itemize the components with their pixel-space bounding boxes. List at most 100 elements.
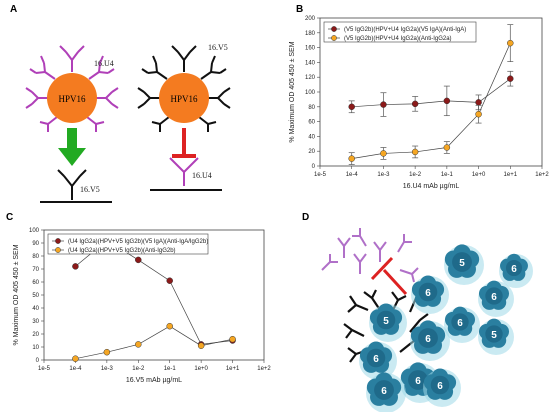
x-tick-label: 1e-1 [164,366,177,372]
data-point [166,322,173,330]
capsomer: 5 [444,244,484,285]
x-tick-label: 1e-2 [132,366,145,372]
data-point [507,39,514,47]
x-tick-label: 1e+2 [257,366,271,372]
y-tick-label: 140 [305,60,316,66]
capsomer: 5 [369,303,407,342]
capsomer-number: 6 [491,292,497,303]
capsomer-number: 6 [511,264,517,275]
y-tick-label: 100 [29,228,40,234]
capsomer-core [430,375,450,395]
y-tick-label: 80 [308,105,315,111]
u4-antibody-blocked-icon [150,157,222,191]
legend-label: (U4 IgG2a)(HPV+V5 IgG2b)(V5 IgA)(Anti-Ig… [68,239,208,245]
panel-a-label: A [10,4,17,15]
capsomer-core [418,282,438,302]
y-tick-label: 20 [308,149,315,155]
capsomer-core [366,348,386,368]
capsomer-core [452,252,472,272]
series-line [75,239,233,345]
x-tick-label: 1e-5 [38,366,51,372]
capsomer-core [485,325,503,343]
y-tick-label: 40 [308,134,315,140]
y-tick-label: 200 [305,16,316,22]
y-axis-label: % Maximum OD 405 450 ± SEM [289,41,296,142]
capsomer-core [408,370,428,390]
data-point [135,256,142,264]
panel-b-label: B [296,4,303,15]
legend-box [323,21,477,43]
capsomer-number: 6 [457,318,463,329]
panel-c-label: C [6,212,13,223]
capsomer-number: 6 [425,334,431,345]
data-point [72,263,79,270]
data-point [380,101,387,108]
x-tick-label: 1e+2 [535,172,549,178]
legend-label: (V5 IgG2b)(HPV+U4 IgG2a)(Anti-IgG2a) [344,36,452,42]
series-line [351,43,511,159]
y-tick-label: 80 [32,254,39,260]
panel-c: C 1e-5 1e-4 1e-3 1e-2 1e-1 1e+0 1e+1 1e+2 0 10 20 3… [6,212,271,384]
capsomer-core [374,380,394,400]
data-point [72,355,79,362]
y-tick-label: 90 [32,241,39,247]
capsomer-core [505,259,523,277]
capsomer: 6 [366,372,406,412]
x-tick-label: 1e-4 [69,366,82,372]
x-tick-label: 1e-5 [314,172,327,178]
x-tick-label: 1e+0 [194,366,208,372]
x-tick-label: 1e+1 [504,172,518,178]
capsomer: 6 [444,306,480,343]
hpv16-particle-right [159,73,209,123]
hpv16-label-right: HPV16 [170,94,198,104]
series-line [351,78,511,108]
y-tick-label: 60 [308,120,315,126]
series-line [75,325,233,360]
capsomer: 6 [478,280,514,317]
data-point [443,144,451,151]
legend-marker [55,238,61,244]
data-point [197,342,205,349]
capsomer: 5 [478,318,514,355]
u4-antibody-ring [25,45,119,132]
data-point [411,100,419,108]
y-tick-label: 0 [36,358,40,364]
x-axis-label: 16.V5 mAb µg/mL [126,377,182,384]
chart-c: 1e-5 1e-4 1e-3 1e-2 1e-1 1e+0 1e+1 1e+2 0 10 20 30 4… [13,228,271,384]
v5-antibody-bound-icon [40,169,112,203]
chart-b: 1e-5 1e-4 1e-3 1e-2 1e-1 1e+0 1e+1 1e+2 0 20 40 60 8… [289,16,549,190]
capsomer-core [485,287,503,305]
x-tick-label: 1e-3 [101,366,114,372]
hpv16-label-left: HPV16 [58,94,86,104]
panel-a: A HPV16 16.U4 16.V5 [10,4,231,203]
red-block-line-icon [370,256,408,296]
y-tick-label: 100 [305,90,316,96]
free-u4-antibodies [321,228,419,283]
legend-marker [331,26,337,32]
hpv16-particle-left [47,73,97,123]
capsomer: 6 [499,253,533,288]
data-point [166,277,173,284]
legend-box [47,233,209,255]
capsomer-number: 6 [437,381,443,392]
capsomer: 6 [411,275,449,314]
data-point [507,75,514,82]
capsomer-group: 5 6 6 5 6 6 6 5 6 6 6 6 [359,244,533,412]
x-tick-label: 1e-2 [409,172,422,178]
y-tick-label: 180 [305,31,316,37]
capsomer: 6 [423,368,461,407]
data-point [348,103,355,111]
y-tick-label: 50 [32,293,39,299]
legend-label: (U4 IgG2a)(HPV+V5 IgG2b)(Anti-IgG2b) [68,248,176,254]
capsomer-number: 5 [383,316,389,327]
capsomer-number: 6 [415,376,421,387]
capsomer: 6 [410,320,450,361]
capsomer-number: 6 [381,386,387,397]
data-point [411,148,419,156]
capsomer-number: 6 [425,288,431,299]
legend-label: (V5 IgG2b)(HPV+U4 IgG2a)(V5 IgA)(Anti-Ig… [344,27,466,33]
y-tick-label: 120 [305,75,316,81]
green-arrow-icon [58,128,86,166]
v5-label-bound: 16.V5 [80,185,100,194]
